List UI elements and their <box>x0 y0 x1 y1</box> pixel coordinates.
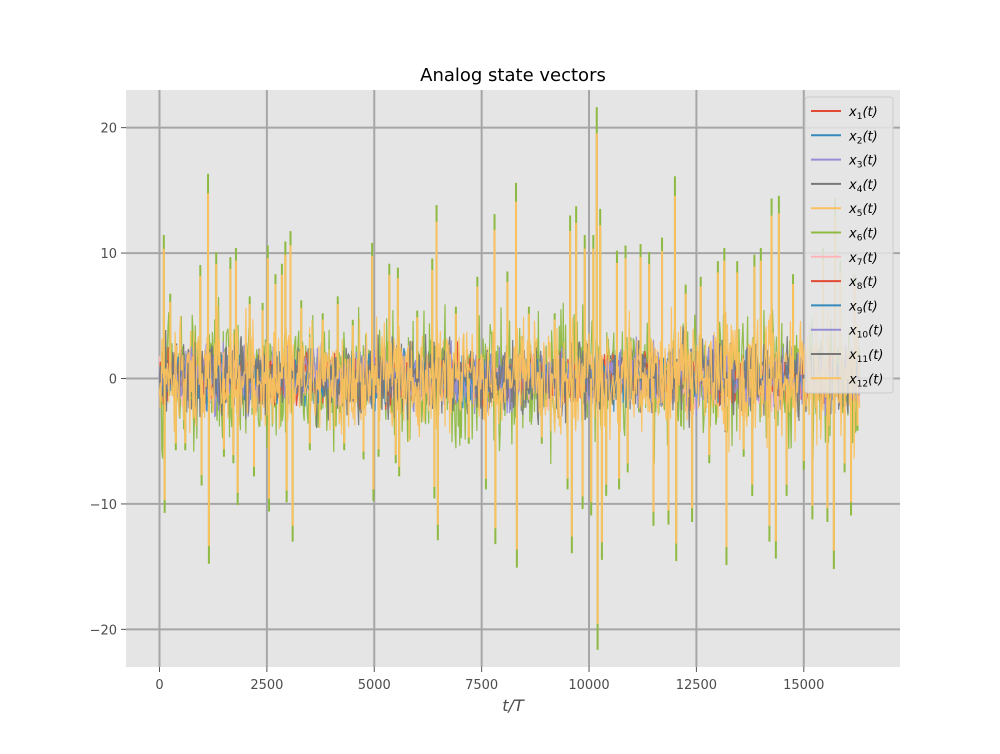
legend-label: x3(t) <box>848 154 878 171</box>
legend-label: x9(t) <box>848 299 878 316</box>
x-tick-label: 10000 <box>568 678 609 693</box>
legend-label: x12(t) <box>848 372 883 389</box>
legend-label: x8(t) <box>848 275 878 292</box>
y-tick-label: 10 <box>100 247 117 262</box>
legend-label: x10(t) <box>848 324 883 341</box>
legend-label: x4(t) <box>848 178 878 195</box>
legend-label: x11(t) <box>848 348 883 365</box>
legend-box <box>804 96 894 394</box>
y-tick-label: 20 <box>100 122 117 137</box>
legend-label: x2(t) <box>848 129 878 146</box>
x-tick-label: 12500 <box>676 678 717 693</box>
x-tick-label: 0 <box>155 678 163 693</box>
y-tick-label: −10 <box>90 498 117 513</box>
legend-label: x1(t) <box>848 105 878 122</box>
x-tick-label: 7500 <box>465 678 498 693</box>
x-axis-label: t/T <box>502 696 525 715</box>
y-tick-label: −20 <box>90 623 117 638</box>
legend-label: x6(t) <box>848 227 878 244</box>
spike-layer <box>162 107 859 650</box>
legend-label: x7(t) <box>848 251 878 268</box>
y-axis-ticks: −20 −10 0 10 20 <box>90 122 126 638</box>
chart-title: Analog state vectors <box>420 65 606 86</box>
y-tick-label: 0 <box>109 373 117 388</box>
legend: x1(t) x2(t) x3(t) x4(t) x5(t) x6(t) x7(t) x8(t)… <box>804 96 894 394</box>
x-tick-label: 2500 <box>250 678 283 693</box>
x-tick-label: 15000 <box>783 678 824 693</box>
legend-label: x5(t) <box>848 202 878 219</box>
x-axis-ticks: 0 2500 5000 7500 10000 12500 15000 <box>155 667 824 693</box>
x-tick-label: 5000 <box>358 678 391 693</box>
series-line-6 <box>158 297 861 465</box>
